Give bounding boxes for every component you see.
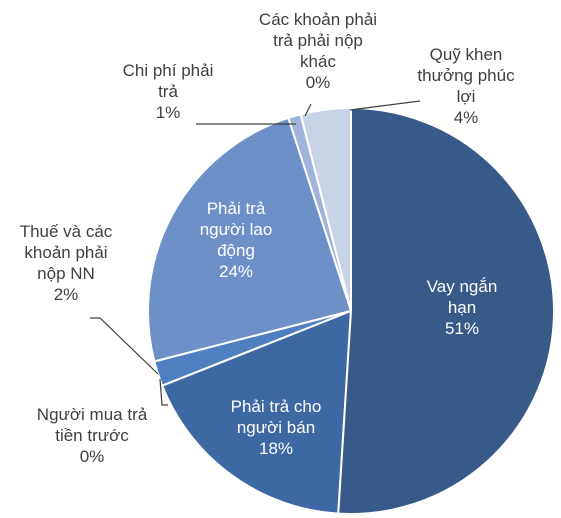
slice-label: Vay ngắn hạn 51% (414, 276, 510, 339)
slice-value: 1% (155, 103, 181, 122)
slice-value: 24% (218, 262, 254, 281)
leader-lines (90, 100, 421, 406)
slice-name: Người mua trả tiền trước (36, 405, 148, 445)
slice-name: Vay ngắn hạn (426, 277, 498, 317)
slice-label: Các khoản phải trả phải nộp khác 0% (258, 9, 378, 93)
slice-name: Chi phí phải trả (122, 61, 214, 101)
slice-label: Phải trả cho người bán 18% (214, 396, 338, 459)
slice-name: Quỹ khen thưởng phúc lợi (417, 45, 515, 106)
slice-label: Quỹ khen thưởng phúc lợi 4% (413, 44, 519, 128)
leader-line (90, 317, 159, 375)
slice-name: Phải trả người lao động (199, 199, 273, 260)
pie-slice (160, 309, 353, 515)
pie-slice (337, 106, 556, 515)
slice-name: Thuế và các khoản phải nộp NN (19, 222, 113, 283)
leader-line (304, 103, 312, 117)
slice-label: Chi phí phải trả 1% (113, 60, 223, 123)
slice-label: Phải trả người lao động 24% (193, 198, 279, 282)
slice-label: Thuế và các khoản phải nộp NN 2% (10, 221, 122, 305)
pie-slice (147, 116, 353, 363)
slice-value: 18% (258, 439, 294, 458)
slice-value: 4% (453, 108, 479, 127)
slice-label: Người mua trả tiền trước 0% (33, 404, 151, 467)
slice-name: Các khoản phải trả phải nộp khác (258, 10, 378, 71)
slice-value: 0% (79, 447, 105, 466)
slice-value: 51% (444, 319, 480, 338)
slice-name: Phải trả cho người bán (230, 397, 322, 437)
leader-line (349, 100, 421, 111)
slice-value: 0% (305, 73, 331, 92)
slice-value: 2% (53, 285, 79, 304)
leader-line (159, 378, 168, 406)
